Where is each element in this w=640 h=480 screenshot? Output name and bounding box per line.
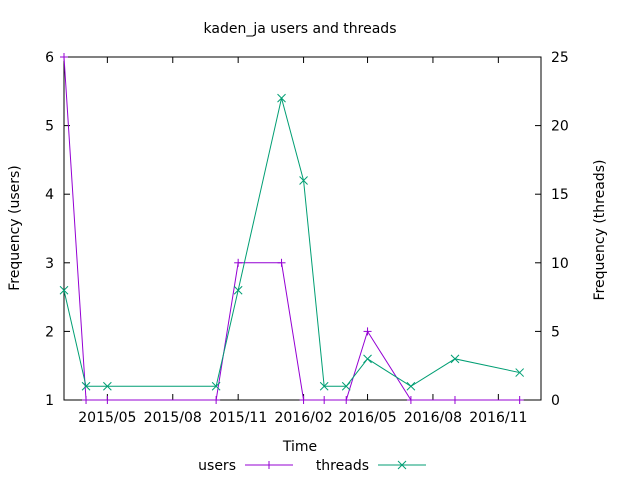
data-point-users bbox=[234, 258, 243, 267]
x-tick-label: 2016/02 bbox=[274, 410, 332, 426]
data-point-threads bbox=[319, 381, 329, 391]
left-tick-label: 6 bbox=[45, 50, 54, 66]
data-point-users bbox=[212, 396, 221, 404]
legend-threads-sample bbox=[378, 460, 426, 470]
data-point-threads bbox=[363, 354, 372, 364]
data-point-users bbox=[299, 396, 308, 404]
right-y-axis-label: Frequency (threads) bbox=[592, 160, 608, 301]
left-tick-label: 1 bbox=[45, 393, 54, 409]
data-point-users bbox=[363, 327, 372, 336]
data-point-users bbox=[450, 396, 459, 404]
chart-title: kaden_ja users and threads bbox=[204, 21, 397, 37]
legend-marker-threads bbox=[397, 460, 407, 470]
right-tick-label: 0 bbox=[551, 393, 560, 409]
legend-item-threads: threads bbox=[316, 458, 426, 474]
x-axis-label: Time bbox=[282, 439, 317, 455]
data-point-users bbox=[60, 53, 68, 61]
x-tick-label: 2015/05 bbox=[78, 410, 136, 426]
data-point-threads bbox=[515, 368, 525, 377]
data-point-threads bbox=[81, 381, 91, 391]
legend-threads-label: threads bbox=[316, 458, 369, 474]
legend-users-sample bbox=[245, 461, 293, 469]
data-point-threads bbox=[59, 285, 69, 295]
x-tick-label: 2015/08 bbox=[144, 410, 202, 426]
legend-users-label: users bbox=[198, 458, 236, 474]
data-point-users bbox=[103, 396, 112, 404]
data-point-users bbox=[82, 396, 91, 404]
legend-marker-users bbox=[265, 461, 273, 469]
right-tick-label: 20 bbox=[551, 119, 569, 135]
x-tick-label: 2016/05 bbox=[338, 410, 396, 426]
data-point-users bbox=[342, 396, 351, 404]
right-tick-label: 25 bbox=[551, 50, 569, 66]
left-tick-label: 3 bbox=[45, 256, 54, 272]
data-point-users bbox=[277, 258, 286, 267]
data-point-threads bbox=[299, 176, 308, 185]
x-tick-label: 2015/11 bbox=[209, 410, 267, 426]
data-point-threads bbox=[211, 381, 221, 391]
left-y-axis: 1 2 3 4 5 6 bbox=[45, 50, 70, 409]
plot-frame bbox=[63, 56, 542, 401]
right-y-axis: 0 5 10 15 20 25 bbox=[535, 50, 569, 409]
data-point-threads bbox=[450, 354, 460, 364]
data-point-users bbox=[320, 396, 329, 404]
data-point-threads bbox=[341, 381, 351, 391]
series-layer bbox=[59, 53, 525, 404]
data-point-threads bbox=[233, 285, 243, 295]
x-tick-label: 2016/08 bbox=[404, 410, 462, 426]
x-tick-label: 2016/11 bbox=[469, 410, 527, 426]
x-axis: 2015/05 2015/08 2015/11 2016/02 2016/05 2016/… bbox=[78, 57, 527, 426]
right-tick-label: 15 bbox=[551, 187, 569, 203]
data-point-threads bbox=[103, 381, 112, 391]
right-tick-label: 5 bbox=[551, 324, 560, 340]
data-point-threads bbox=[406, 381, 416, 391]
series-line-users bbox=[63, 56, 520, 401]
left-tick-label: 2 bbox=[45, 324, 54, 340]
data-point-threads bbox=[277, 93, 286, 103]
legend: users threads bbox=[198, 458, 426, 474]
series-line-threads bbox=[63, 98, 520, 387]
data-point-users bbox=[515, 396, 524, 404]
data-point-users bbox=[406, 396, 415, 404]
right-tick-label: 10 bbox=[551, 256, 569, 272]
left-tick-label: 4 bbox=[45, 187, 54, 203]
left-y-axis-label: Frequency (users) bbox=[7, 165, 23, 291]
left-tick-label: 5 bbox=[45, 119, 54, 135]
legend-item-users: users bbox=[198, 458, 293, 474]
